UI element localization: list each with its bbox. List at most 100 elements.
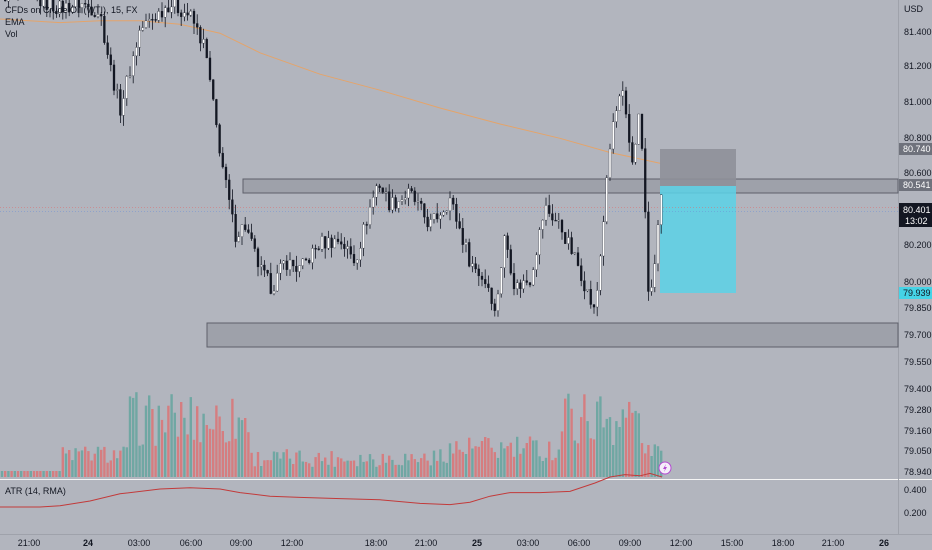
candle-body (311, 248, 314, 263)
candle-body (599, 255, 602, 291)
candle-body (240, 224, 244, 237)
position-profit-box[interactable] (660, 186, 736, 293)
candle-body (640, 113, 644, 149)
time-label: 21:00 (415, 538, 438, 548)
volume-bar (429, 465, 432, 477)
volume-bar (160, 419, 164, 477)
volume-bar (87, 451, 90, 477)
lightning-icon[interactable] (658, 461, 672, 475)
volume-bar (202, 413, 205, 477)
candle-body (512, 273, 516, 290)
volume-bar (26, 471, 29, 477)
volume-bar (628, 401, 631, 477)
candle-body (183, 12, 186, 17)
candle-body (228, 179, 231, 200)
volume-bar (426, 460, 429, 477)
volume-bar (228, 441, 231, 477)
volume-bar (148, 395, 151, 477)
volume-bar (20, 471, 23, 477)
volume-bar (525, 443, 528, 477)
symbol-title[interactable]: CFDs on Crude Oil (WTI), 15, FX (5, 5, 138, 15)
candle-body (560, 219, 564, 233)
candle-body (71, 6, 74, 13)
volume-bar (112, 450, 116, 477)
candle-body (525, 280, 528, 283)
candle-body (304, 258, 308, 261)
volume-bar (196, 406, 199, 477)
volume-bar (135, 392, 138, 477)
volume-bar (583, 394, 586, 477)
vol-legend-label[interactable]: Vol (5, 29, 18, 39)
volume-bar (423, 453, 426, 477)
candle-body (503, 235, 506, 268)
candle-body (132, 55, 135, 76)
candle-body (333, 238, 336, 249)
ema-legend-label[interactable]: EMA (5, 17, 25, 27)
candle-body (506, 235, 509, 250)
volume-bar (74, 448, 77, 477)
candle-body (349, 246, 352, 255)
volume-bar (320, 461, 324, 477)
candle-body (551, 213, 554, 221)
candle-body (544, 205, 548, 221)
volume-bar (602, 427, 605, 477)
price-axis-ticks[interactable]: 81.400 81.200 81.000 80.800 80.600 80.20… (904, 27, 932, 477)
volume-bar (256, 452, 260, 477)
volume-bar (23, 471, 26, 477)
candle-body (148, 19, 151, 21)
volume-bar (237, 417, 240, 477)
candle-body (375, 185, 378, 198)
candle-body (589, 289, 592, 305)
volume-bar (480, 441, 484, 477)
volume-bar (343, 461, 346, 477)
volume-bar (170, 394, 173, 477)
candle-body (93, 15, 96, 17)
volume-bar (119, 450, 122, 477)
time-label: 06:00 (180, 538, 203, 548)
candle-body (365, 224, 368, 226)
candle-body (356, 259, 359, 264)
volume-bar (269, 460, 272, 477)
candle-body (260, 264, 263, 267)
volume-bar (464, 454, 468, 477)
candle-body (317, 248, 320, 250)
volume-bar (352, 460, 356, 477)
time-label: 06:00 (568, 538, 591, 548)
candle-body (45, 0, 48, 10)
candle-body (250, 232, 253, 239)
chart-legend[interactable]: CFDs on Crude Oil (WTI), 15, FX EMA Vol (5, 4, 138, 40)
candle-body (39, 0, 42, 7)
price-tick: 80.200 (904, 240, 932, 250)
position-target-box[interactable] (660, 149, 736, 186)
price-axis-currency: USD (904, 4, 924, 14)
stop-price-badge: 79.939 (899, 287, 932, 299)
candle-body (381, 187, 384, 193)
candle-body (423, 203, 426, 218)
volume-bar (151, 409, 154, 477)
volume-bar (298, 450, 301, 477)
time-label: 24 (83, 538, 93, 548)
volume-bar (39, 471, 42, 477)
volume-bar (413, 459, 416, 477)
candle-body (68, 2, 71, 13)
volume-bar (32, 471, 36, 477)
support-zone[interactable] (206, 322, 899, 348)
candle-body (448, 197, 452, 212)
volume-bar (317, 452, 320, 477)
volume-bar (647, 445, 650, 477)
time-axis[interactable]: 21:00 24 03:00 06:00 09:00 12:00 18:00 2… (18, 538, 889, 548)
candle-body (564, 232, 567, 244)
resistance-zone[interactable] (242, 178, 899, 194)
candle-body (192, 10, 196, 24)
candle-body (484, 279, 487, 285)
volume-bar (221, 431, 224, 477)
candle-body (624, 90, 628, 115)
candle-body (135, 47, 138, 57)
price-tick: 81.400 (904, 27, 932, 37)
volume-bar (455, 441, 458, 477)
volume-bar (608, 417, 612, 477)
volume-bar (624, 417, 628, 477)
volume-bar (503, 448, 506, 477)
